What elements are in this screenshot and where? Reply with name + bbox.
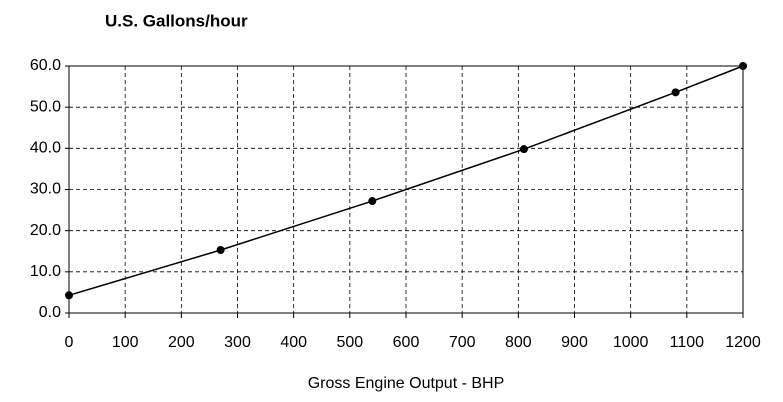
y-tick-label: 20.0: [30, 222, 61, 239]
y-tick-label: 0.0: [39, 304, 61, 321]
point: [368, 197, 377, 206]
plot-frame: [68, 65, 744, 314]
x-tick-label: 1000: [613, 334, 649, 351]
x-tick-label: 100: [112, 334, 139, 351]
y-tick-label: 40.0: [30, 140, 61, 157]
point: [65, 291, 73, 300]
y-tick-label: 50.0: [30, 98, 61, 115]
x-tick-label: 300: [224, 334, 251, 351]
point: [519, 145, 528, 154]
point: [671, 88, 680, 97]
y-tick-label: 60.0: [30, 57, 61, 74]
x-tick-label: 600: [393, 334, 420, 351]
x-tick-label: 1100: [670, 334, 705, 351]
x-axis-label: Gross Engine Output - BHP: [308, 375, 505, 392]
y-tick-label: 30.0: [30, 181, 61, 198]
x-tick-label: 0: [65, 334, 74, 351]
x-tick-label: 400: [280, 334, 307, 351]
chart-title: U.S. Gallons/hour: [105, 11, 248, 30]
point: [216, 246, 225, 255]
x-tick-label: 1200: [725, 334, 761, 351]
x-tick-label: 800: [505, 334, 532, 351]
y-tick-label: 10.0: [30, 263, 61, 280]
x-tick-label: 200: [168, 334, 195, 351]
line: [68, 65, 744, 297]
x-tick-label: 500: [336, 334, 363, 351]
point: [739, 62, 747, 70]
x-tick-label: 900: [561, 334, 588, 351]
x-tick-label: 700: [449, 334, 476, 351]
